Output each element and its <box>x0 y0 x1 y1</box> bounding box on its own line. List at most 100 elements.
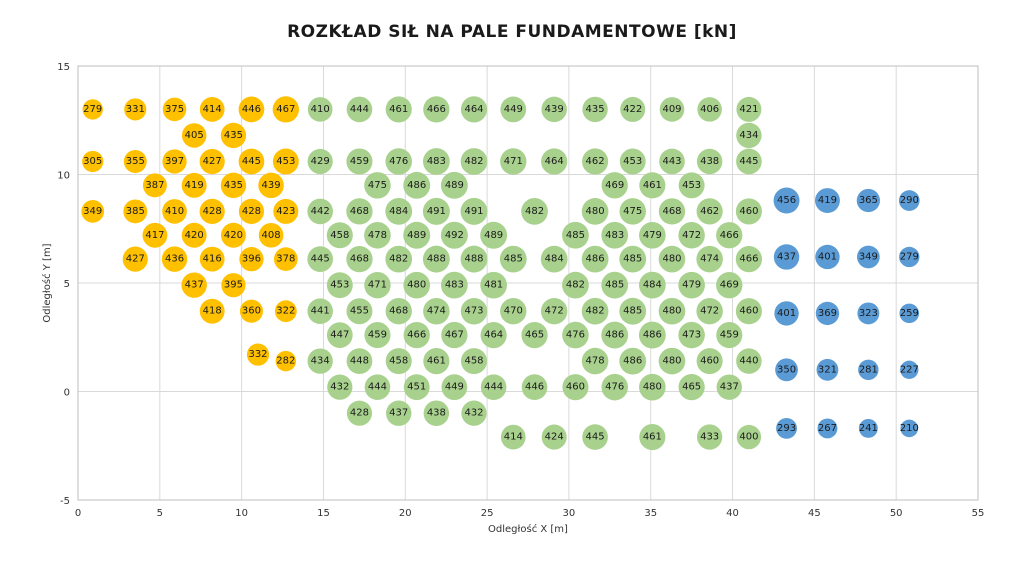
pile-bubble <box>346 148 373 175</box>
pile-bubble <box>122 246 148 272</box>
pile-bubble <box>162 149 187 174</box>
pile-bubble <box>326 272 353 299</box>
pile-bubble <box>460 96 488 123</box>
pile-force-label: 453 <box>682 180 701 191</box>
pile-force-label: 417 <box>145 230 164 241</box>
pile-force-label: 435 <box>586 104 605 115</box>
x-tick-label: 55 <box>972 508 985 519</box>
pile-force-label: 458 <box>389 356 408 367</box>
pile-bubble <box>562 221 589 249</box>
pile-force-label: 468 <box>389 306 408 317</box>
pile-force-label: 465 <box>682 382 701 393</box>
pile-force-label: 475 <box>623 206 642 217</box>
pile-force-label: 375 <box>165 104 184 115</box>
pile-force-label: 484 <box>643 280 662 291</box>
pile-bubble <box>239 247 264 272</box>
x-tick-label: 40 <box>726 508 739 519</box>
pile-force-label: 473 <box>464 306 483 317</box>
pile-force-label: 401 <box>818 251 837 262</box>
pile-bubble <box>562 271 589 299</box>
pile-force-label: 445 <box>311 254 330 265</box>
pile-force-label: 476 <box>566 330 585 341</box>
pile-force-label: 418 <box>203 306 222 317</box>
pile-force-label: 480 <box>407 280 426 291</box>
pile-bubble <box>386 400 412 426</box>
pile-bubble <box>678 222 705 249</box>
pile-force-label: 350 <box>777 364 796 375</box>
pile-force-label: 460 <box>739 206 758 217</box>
pile-bubble <box>899 246 920 268</box>
pile-force-label: 408 <box>262 230 281 241</box>
y-tick-label: 15 <box>57 62 70 73</box>
pile-bubble <box>275 350 297 372</box>
pile-force-label: 476 <box>605 382 624 393</box>
pile-bubble <box>238 148 265 175</box>
pile-force-label: 491 <box>464 206 483 217</box>
pile-force-label: 293 <box>777 423 796 434</box>
pile-force-label: 443 <box>662 156 681 167</box>
pile-bubble <box>540 297 568 325</box>
pile-bubble <box>307 246 334 272</box>
pile-bubble <box>199 298 225 324</box>
pile-bubble <box>403 321 430 349</box>
pile-bubble <box>696 424 723 450</box>
pile-force-label: 321 <box>818 364 837 375</box>
pile-bubble <box>199 198 225 224</box>
pile-bubble <box>246 343 270 366</box>
pile-force-label: 459 <box>720 330 739 341</box>
pile-bubble <box>385 148 413 175</box>
pile-force-label: 460 <box>566 382 585 393</box>
pile-force-label: 466 <box>407 330 426 341</box>
pile-force-label: 438 <box>427 408 446 419</box>
pile-force-label: 466 <box>720 230 739 241</box>
pile-bubble <box>500 148 527 175</box>
pile-force-label: 488 <box>464 254 483 265</box>
x-axis-title: Odległość X [m] <box>488 523 568 535</box>
x-tick-label: 15 <box>317 508 330 519</box>
pile-force-label: 434 <box>739 130 758 141</box>
pile-bubble <box>440 271 468 299</box>
pile-bubble <box>403 221 431 249</box>
pile-bubble <box>162 97 187 122</box>
pile-bubble <box>307 198 333 225</box>
pile-bubble <box>814 188 840 213</box>
pile-bubble <box>258 172 284 199</box>
plot-area-frame <box>77 65 979 501</box>
pile-bubble <box>403 271 431 299</box>
pile-force-label: 459 <box>350 156 369 167</box>
x-tick-label: 5 <box>157 508 163 519</box>
pile-bubble <box>521 374 548 401</box>
pile-bubble <box>541 424 567 450</box>
pile-bubble <box>678 271 705 299</box>
pile-bubble <box>696 245 723 273</box>
pile-force-label: 439 <box>545 104 564 115</box>
pile-force-label: 489 <box>484 230 503 241</box>
pile-force-label: 465 <box>525 330 544 341</box>
pile-bubble <box>403 374 430 401</box>
pile-force-label: 332 <box>248 349 267 360</box>
pile-force-label: 416 <box>203 254 222 265</box>
pile-force-label: 437 <box>185 280 204 291</box>
pile-force-label: 433 <box>700 432 719 443</box>
pile-bubble <box>238 198 265 224</box>
x-tick-label: 0 <box>75 508 81 519</box>
pile-bubble <box>82 150 104 173</box>
pile-bubble <box>562 374 589 401</box>
pile-bubble <box>441 321 468 349</box>
pile-bubble <box>856 188 880 213</box>
pile-bubble <box>500 298 527 325</box>
pile-force-label: 472 <box>545 306 564 317</box>
pile-force-label: 441 <box>311 306 330 317</box>
pile-bubble <box>220 122 247 149</box>
pile-bubble <box>385 245 413 273</box>
pile-force-label: 489 <box>407 230 426 241</box>
pile-force-label: 397 <box>165 156 184 167</box>
pile-bubble <box>638 321 666 349</box>
pile-force-label: 439 <box>262 180 281 191</box>
pile-bubble <box>500 96 527 123</box>
pile-bubble <box>480 271 507 299</box>
pile-force-label: 475 <box>368 180 387 191</box>
pile-bubble <box>678 374 705 401</box>
pile-bubble <box>364 271 391 299</box>
pile-bubble <box>385 198 413 225</box>
